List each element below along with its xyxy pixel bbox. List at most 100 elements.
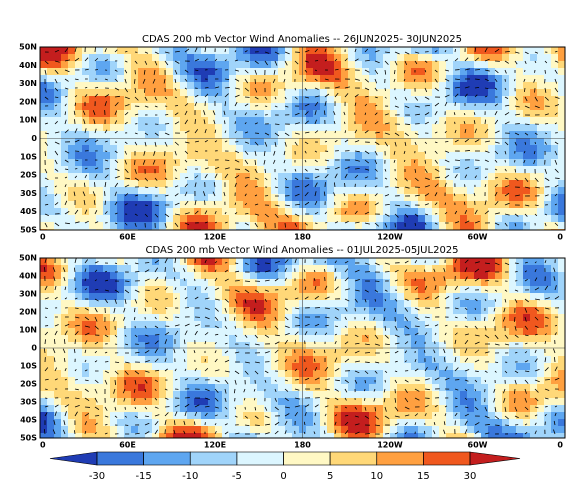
- field-cell: [243, 321, 251, 329]
- field-cell: [278, 398, 286, 406]
- field-cell: [313, 370, 321, 378]
- field-cell: [341, 300, 349, 308]
- field-cell: [61, 96, 69, 104]
- field-cell: [453, 349, 461, 357]
- field-cell: [376, 272, 384, 280]
- field-cell: [173, 89, 181, 97]
- field-cell: [138, 173, 146, 181]
- field-cell: [166, 61, 174, 69]
- field-cell: [89, 391, 97, 399]
- field-cell: [138, 426, 146, 434]
- field-cell: [467, 110, 475, 118]
- field-cell: [250, 300, 258, 308]
- field-cell: [474, 328, 482, 336]
- field-cell: [47, 356, 55, 364]
- field-cell: [264, 300, 272, 308]
- field-cell: [362, 321, 370, 329]
- field-cell: [313, 286, 321, 294]
- field-cell: [96, 272, 104, 280]
- field-cell: [68, 194, 76, 202]
- field-cell: [439, 314, 447, 322]
- field-cell: [285, 222, 293, 230]
- field-cell: [222, 363, 230, 371]
- field-cell: [432, 412, 440, 420]
- field-cell: [110, 124, 118, 132]
- lon-label: 120W: [377, 233, 403, 242]
- field-cell: [551, 131, 559, 139]
- field-cell: [208, 215, 216, 223]
- field-cell: [495, 265, 503, 273]
- field-cell: [152, 187, 160, 195]
- field-cell: [264, 75, 272, 83]
- field-cell: [404, 124, 412, 132]
- field-cell: [488, 201, 496, 209]
- field-cell: [124, 103, 132, 111]
- field-cell: [103, 110, 111, 118]
- field-cell: [194, 356, 202, 364]
- field-cell: [327, 349, 335, 357]
- field-cell: [369, 89, 377, 97]
- field-cell: [509, 384, 517, 392]
- field-cell: [544, 363, 552, 371]
- field-cell: [320, 47, 328, 55]
- field-cell: [495, 103, 503, 111]
- field-cell: [362, 293, 370, 301]
- field-cell: [467, 405, 475, 413]
- field-cell: [551, 194, 559, 202]
- field-cell: [383, 328, 391, 336]
- field-cell: [327, 208, 335, 216]
- field-cell: [537, 117, 545, 125]
- field-cell: [47, 307, 55, 315]
- field-cell: [208, 426, 216, 434]
- field-cell: [117, 335, 125, 343]
- field-cell: [222, 180, 230, 188]
- field-cell: [264, 258, 272, 266]
- field-cell: [502, 314, 510, 322]
- field-cell: [516, 279, 524, 287]
- field-cell: [530, 307, 538, 315]
- field-cell: [61, 300, 69, 308]
- field-cell: [250, 426, 258, 434]
- field-cell: [285, 89, 293, 97]
- field-cell: [495, 215, 503, 223]
- field-cell: [75, 412, 83, 420]
- field-cell: [250, 384, 258, 392]
- field-cell: [285, 370, 293, 378]
- field-cell: [418, 286, 426, 294]
- field-cell: [453, 300, 461, 308]
- field-cell: [257, 159, 265, 167]
- field-cell: [320, 152, 328, 160]
- field-cell: [138, 398, 146, 406]
- field-cell: [159, 398, 167, 406]
- field-cell: [341, 314, 349, 322]
- field-cell: [222, 328, 230, 336]
- field-cell: [537, 194, 545, 202]
- field-cell: [117, 258, 125, 266]
- field-cell: [425, 258, 433, 266]
- field-cell: [159, 194, 167, 202]
- field-cell: [68, 173, 76, 181]
- field-cell: [551, 300, 559, 308]
- field-cell: [530, 222, 538, 230]
- field-cell: [544, 138, 552, 146]
- field-cell: [117, 342, 125, 350]
- field-cell: [474, 124, 482, 132]
- field-cell: [194, 419, 202, 427]
- field-cell: [558, 419, 566, 427]
- field-cell: [481, 131, 489, 139]
- field-cell: [138, 349, 146, 357]
- field-cell: [306, 201, 314, 209]
- field-cell: [145, 398, 153, 406]
- field-cell: [243, 265, 251, 273]
- field-cell: [208, 124, 216, 132]
- field-cell: [355, 363, 363, 371]
- field-cell: [103, 328, 111, 336]
- field-cell: [439, 398, 447, 406]
- field-cell: [530, 180, 538, 188]
- field-cell: [250, 363, 258, 371]
- field-cell: [75, 328, 83, 336]
- field-cell: [320, 356, 328, 364]
- field-cell: [383, 222, 391, 230]
- field-cell: [404, 194, 412, 202]
- field-cell: [54, 89, 62, 97]
